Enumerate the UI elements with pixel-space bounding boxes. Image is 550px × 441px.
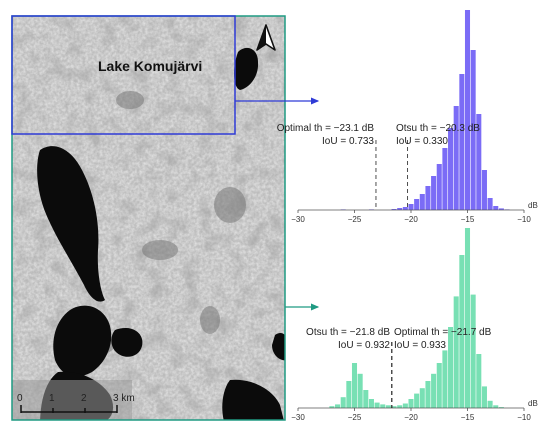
histogram-bar — [391, 406, 397, 408]
x-tick-label: −10 — [517, 413, 531, 422]
histogram-bar — [414, 199, 420, 210]
histogram-bar — [481, 170, 487, 210]
histogram-bar — [380, 404, 386, 408]
iou-label: IoU = 0.330 — [396, 136, 448, 147]
histogram-bar — [493, 206, 499, 210]
histogram-bar — [368, 399, 374, 408]
x-tick-label: −10 — [517, 215, 531, 224]
x-unit-label: dB — [528, 399, 538, 408]
x-tick-label: −30 — [291, 413, 305, 422]
histogram-bottom: −30 −25 −20 −15 −10 dB Otsu th = −21.8 dB IoU =… — [291, 228, 538, 422]
histogram-bar — [464, 10, 471, 210]
histogram-bar — [442, 148, 448, 210]
histogram-bar — [459, 74, 465, 210]
histogram-bar — [351, 363, 358, 408]
lake-label: Lake Komujärvi — [98, 58, 202, 74]
histogram-bar — [498, 208, 504, 210]
x-tick-label: −20 — [404, 413, 418, 422]
histogram-bar — [436, 164, 442, 210]
histogram-bar — [459, 255, 465, 408]
histogram-bar — [374, 402, 380, 408]
histogram-bar — [402, 403, 408, 408]
histogram-bar — [425, 381, 431, 408]
x-tick-label: −15 — [461, 413, 475, 422]
threshold-label: Otsu th = −20.3 dB — [396, 123, 480, 134]
subset-box-top — [11, 15, 236, 135]
histogram-bar — [419, 194, 425, 210]
x-tick-label: −20 — [404, 215, 418, 224]
histogram-bar — [431, 373, 437, 408]
histogram-bar — [498, 407, 504, 408]
histogram-bar — [397, 208, 403, 210]
histogram-bar — [346, 381, 352, 408]
otsu-threshold-label: Otsu th = −21.8 dB — [306, 327, 390, 338]
optimal-threshold-label: Optimal th = −21.7 dB — [394, 327, 492, 338]
scale-label-3: 3 km — [113, 393, 135, 404]
x-tick-label: −30 — [291, 215, 305, 224]
histogram-bar — [476, 354, 482, 408]
histogram-bar — [448, 128, 454, 210]
histogram-bar — [402, 207, 408, 210]
histogram-bar — [340, 397, 346, 408]
histogram-bar — [425, 186, 431, 210]
histogram-bar — [487, 198, 493, 210]
histogram-bar — [385, 405, 391, 408]
x-tick-label: −15 — [461, 215, 475, 224]
scale-label-0: 0 — [17, 393, 23, 404]
histogram-bar — [414, 393, 420, 408]
histogram-bar — [453, 106, 459, 210]
histogram-bar — [470, 294, 476, 408]
histogram-bar — [408, 399, 414, 408]
histogram-bar — [464, 228, 471, 408]
x-tick-label: −25 — [348, 413, 362, 422]
histogram-bar — [408, 204, 414, 210]
histogram-bar — [357, 373, 363, 408]
histogram-bar — [431, 176, 437, 210]
histogram-bar — [453, 296, 459, 408]
north-arrow-icon — [256, 24, 276, 51]
histogram-top: −30 −25 −20 −15 −10 dB Optimal th = −23.1 dB Io… — [277, 10, 538, 224]
histogram-bar — [448, 327, 454, 408]
histogram-bar — [397, 405, 403, 408]
scale-label-1: 1 — [49, 393, 55, 404]
histogram-bar — [419, 388, 425, 408]
optimal-iou-label: IoU = 0.933 — [394, 340, 446, 351]
histogram-bar — [391, 209, 397, 210]
otsu-iou-label: IoU = 0.932 — [338, 340, 390, 351]
histogram-bar — [363, 390, 369, 408]
x-unit-label: dB — [528, 201, 538, 210]
threshold-label: Optimal th = −23.1 dB — [277, 123, 375, 134]
histogram-bar — [481, 386, 487, 408]
histogram-bar — [329, 406, 335, 408]
x-tick-label: −25 — [348, 215, 362, 224]
histogram-bar — [442, 350, 448, 408]
histogram-bar — [493, 405, 499, 408]
scale-label-2: 2 — [81, 393, 87, 404]
histogram-bar — [436, 363, 442, 408]
histogram-bar — [470, 50, 476, 210]
histogram-bar — [335, 404, 341, 408]
scale-bar: 0 1 2 3 km — [17, 393, 135, 413]
sar-image — [12, 16, 285, 420]
histogram-bar — [487, 400, 493, 408]
iou-label: IoU = 0.733 — [322, 136, 374, 147]
histogram-bar — [476, 114, 482, 210]
